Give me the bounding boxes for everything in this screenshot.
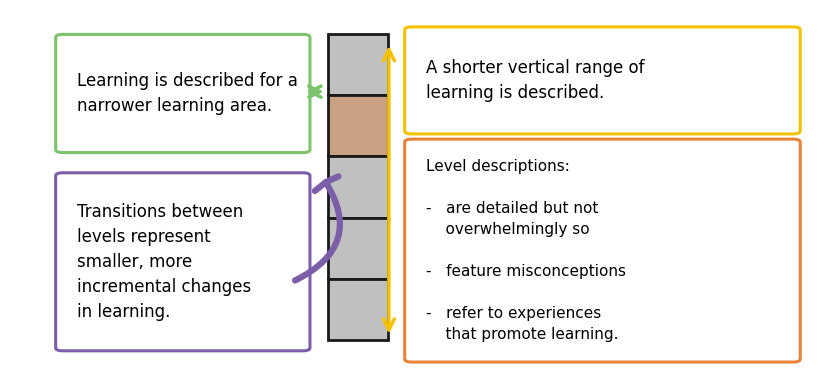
Bar bbox=[328, 156, 388, 218]
FancyBboxPatch shape bbox=[405, 139, 800, 362]
Text: Learning is described for a
narrower learning area.: Learning is described for a narrower lea… bbox=[77, 72, 298, 115]
Text: Transitions between
levels represent
smaller, more
incremental changes
in learni: Transitions between levels represent sma… bbox=[77, 203, 252, 321]
FancyBboxPatch shape bbox=[56, 34, 310, 153]
FancyBboxPatch shape bbox=[405, 27, 800, 134]
Text: A shorter vertical range of
learning is described.: A shorter vertical range of learning is … bbox=[426, 59, 645, 102]
Bar bbox=[328, 95, 388, 156]
Bar bbox=[328, 218, 388, 279]
Bar bbox=[328, 279, 388, 340]
Bar bbox=[328, 34, 388, 95]
Text: Level descriptions:

-   are detailed but not
    overwhelmingly so

-   feature: Level descriptions: - are detailed but n… bbox=[426, 159, 627, 342]
FancyBboxPatch shape bbox=[56, 173, 310, 351]
